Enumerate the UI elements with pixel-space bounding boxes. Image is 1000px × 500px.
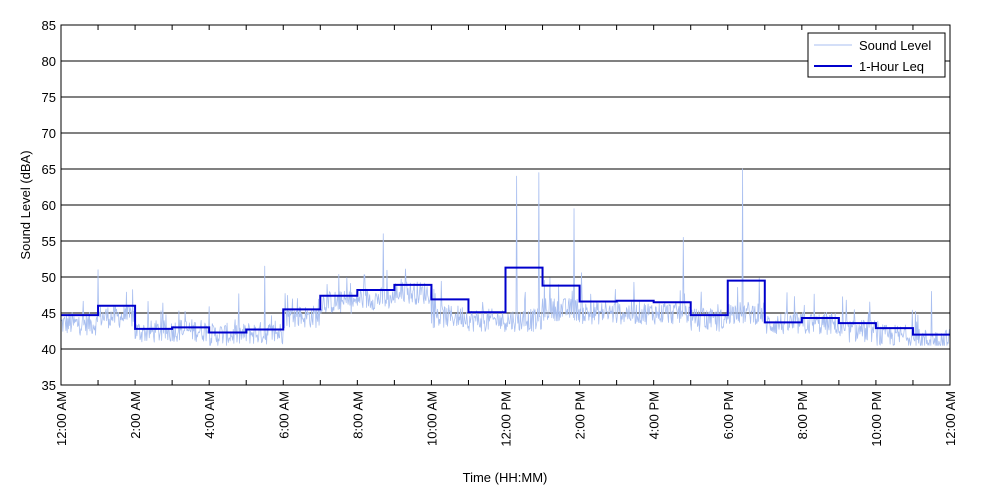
legend: Sound Level 1-Hour Leq (807, 32, 946, 78)
legend-label-hourly-leq: 1-Hour Leq (859, 59, 924, 74)
y-tick-label-70: 70 (42, 126, 56, 141)
y-tick-label-40: 40 (42, 342, 56, 357)
y-tick-label-50: 50 (42, 270, 56, 285)
legend-label-sound-level: Sound Level (859, 38, 931, 53)
x-tick-label-2: 4:00 AM (202, 391, 217, 439)
x-tick-label-8: 4:00 PM (647, 391, 662, 439)
legend-box (807, 32, 946, 78)
x-tick-label-11: 10:00 PM (869, 391, 884, 447)
y-tick-label-65: 65 (42, 162, 56, 177)
x-tick-label-9: 6:00 PM (721, 391, 736, 439)
y-tick-label-35: 35 (42, 378, 56, 393)
x-tick-label-0: 12:00 AM (54, 391, 69, 446)
y-tick-label-55: 55 (42, 234, 56, 249)
x-tick-label-5: 10:00 AM (424, 391, 439, 446)
x-tick-label-7: 2:00 PM (573, 391, 588, 439)
x-tick-label-6: 12:00 PM (499, 391, 514, 447)
axis-ticks: 35 40 45 50 55 60 65 70 75 80 85 12:00 AM 2:00 AM 4:0… (42, 18, 958, 447)
x-tick-label-4: 8:00 AM (350, 391, 365, 439)
series-line-hourly-leq (61, 266, 950, 336)
plot-area (60, 168, 951, 346)
y-tick-label-45: 45 (42, 306, 56, 321)
y-axis-title: Sound Level (dBA) (18, 150, 33, 259)
y-tick-label-75: 75 (42, 90, 56, 105)
y-tick-label-60: 60 (42, 198, 56, 213)
x-tick-label-1: 2:00 AM (128, 391, 143, 439)
x-tick-label-3: 6:00 AM (276, 391, 291, 439)
y-tick-label-80: 80 (42, 54, 56, 69)
x-tick-label-12: 12:00 AM (943, 391, 958, 446)
x-tick-label-10: 8:00 PM (795, 391, 810, 439)
y-tick-label-85: 85 (42, 18, 56, 33)
x-axis-title: Time (HH:MM) (463, 470, 548, 485)
